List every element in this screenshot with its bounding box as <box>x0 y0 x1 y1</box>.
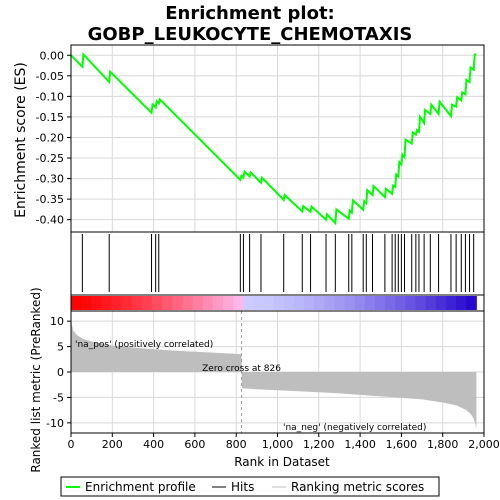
legend-hits-label: Hits <box>231 480 254 494</box>
color-bar-segment <box>456 296 467 310</box>
color-bar-segment <box>395 296 406 310</box>
color-bar-segment <box>131 296 143 310</box>
x-tick-label: 800 <box>226 438 247 451</box>
es-y-tick-label: -0.40 <box>36 214 64 227</box>
x-tick-label: 1,800 <box>427 438 459 451</box>
metric-y-axis-label: Ranked list metric (PreRanked) <box>29 287 43 472</box>
color-bar-segment <box>233 296 244 310</box>
color-bar-segment <box>314 296 325 310</box>
x-tick-label: 1,600 <box>386 438 418 451</box>
color-bar-segment <box>405 296 417 310</box>
es-y-axis-ticks: 0.00 -0.05 -0.10 -0.15 -0.20 -0.25 -0.30 -0.35 -… <box>36 49 71 227</box>
color-bar-segment <box>375 296 386 310</box>
color-bar-segment <box>212 296 224 310</box>
color-bar-segment <box>253 296 265 310</box>
negative-correlation-label: 'na_neg' (negatively correlated) <box>283 423 426 433</box>
es-y-tick-label: -0.30 <box>36 173 64 186</box>
x-tick-label: 200 <box>102 438 123 451</box>
color-bar-segment <box>435 296 447 310</box>
legend-box <box>60 476 440 497</box>
color-bar-segment <box>385 296 396 310</box>
color-bar-segment <box>81 296 92 310</box>
metric-y-tick-label: -10 <box>46 417 64 430</box>
color-bar-segment <box>121 296 133 310</box>
color-bar-segment <box>111 296 123 310</box>
x-tick-label: 2,000 <box>468 438 500 451</box>
hits-marks <box>81 234 475 292</box>
x-tick-label: 1,000 <box>262 438 294 451</box>
x-tick-label: 1,200 <box>303 438 335 451</box>
color-bar-segment <box>71 296 82 310</box>
color-bar-segment <box>283 296 295 310</box>
color-bar-segment <box>273 296 285 310</box>
x-axis-label: Rank in Dataset <box>234 455 330 469</box>
color-bar-segment <box>354 296 366 310</box>
ranking-metric-area <box>71 320 477 429</box>
es-y-tick-label: -0.20 <box>36 131 64 144</box>
metric-y-tick-label: -5 <box>53 391 64 404</box>
metric-y-axis-ticks: 10 5 0 -5 -10 <box>46 315 71 430</box>
zero-cross-label: Zero cross at 826 <box>202 364 281 374</box>
color-bar-segment <box>263 296 275 310</box>
legend-enrichment-label: Enrichment profile <box>85 480 196 494</box>
color-bar-segment <box>415 296 427 310</box>
metric-y-tick-label: 5 <box>57 341 64 354</box>
es-y-tick-label: -0.05 <box>36 70 64 83</box>
color-bar-segment <box>162 296 173 310</box>
color-bar-segment <box>364 296 376 310</box>
chart-subtitle: GOBP_LEUKOCYTE_CHEMOTAXIS <box>88 24 413 45</box>
color-bar-segment <box>466 296 477 310</box>
x-tick-label: 1,400 <box>344 438 376 451</box>
legend-metric-label: Ranking metric scores <box>291 480 424 494</box>
color-bar-segment <box>101 296 113 310</box>
legend: Enrichment profile Hits Ranking metric s… <box>60 476 440 497</box>
color-bar-segment <box>202 296 214 310</box>
x-tick-label: 400 <box>143 438 164 451</box>
x-tick-label: 600 <box>184 438 205 451</box>
color-bar-segment <box>324 296 335 310</box>
color-bar-segment <box>243 296 254 310</box>
color-bar-segment <box>223 296 234 310</box>
color-bar-segment <box>344 296 356 310</box>
color-bar-segment <box>91 296 102 310</box>
es-y-axis-label: Enrichment score (ES) <box>13 62 29 218</box>
color-bar-segment <box>334 296 346 310</box>
metric-y-tick-label: 10 <box>50 315 64 328</box>
hits-panel-frame <box>70 231 485 296</box>
positive-correlation-label: 'na_pos' (positively correlated) <box>75 340 213 350</box>
es-y-tick-label: -0.25 <box>36 152 64 165</box>
x-tick-label: 0 <box>68 438 75 451</box>
color-bar-segment <box>293 296 305 310</box>
color-bar-segment <box>425 296 437 310</box>
color-bar-segment <box>445 296 457 310</box>
color-bar-segment <box>192 296 204 310</box>
es-y-tick-label: -0.15 <box>36 111 64 124</box>
ranking-color-bar <box>71 296 477 310</box>
es-y-tick-label: -0.10 <box>36 90 64 103</box>
color-bar-segment <box>304 296 315 310</box>
enrichment-profile-line <box>70 52 477 226</box>
color-bar-segment <box>141 296 153 310</box>
chart-title: Enrichment plot: <box>165 3 335 24</box>
es-y-tick-label: -0.35 <box>36 193 64 206</box>
color-bar-segment <box>172 296 183 310</box>
es-y-tick-label: 0.00 <box>40 49 65 62</box>
metric-y-tick-label: 0 <box>57 366 64 379</box>
metric-x-axis-ticks: 0 200 400 600 800 1,000 1,200 1,400 1,600 1,800 2,… <box>68 433 500 451</box>
color-bar-segment <box>152 296 163 310</box>
color-bar-segment <box>182 296 194 310</box>
